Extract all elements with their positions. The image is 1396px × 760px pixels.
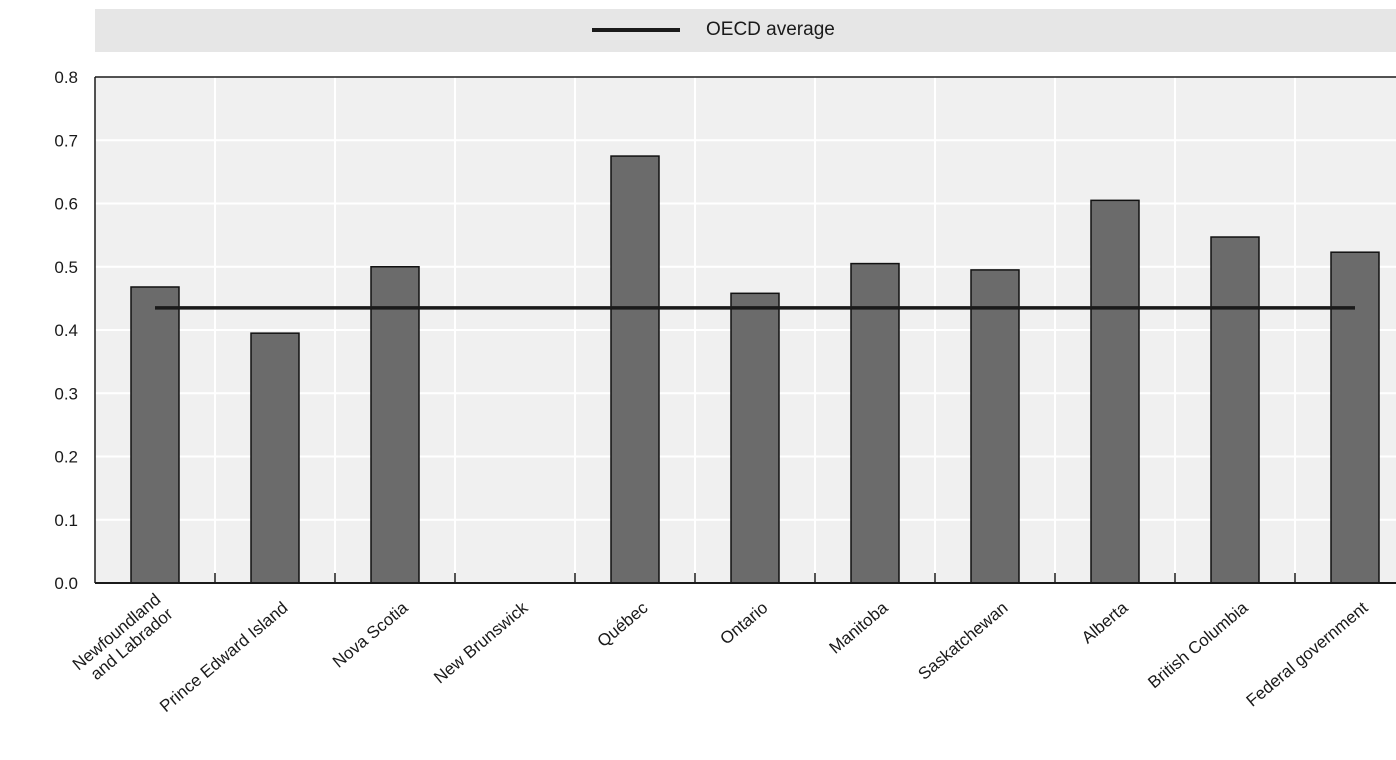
category-label: Alberta [1078,598,1132,648]
bar [130,286,180,584]
y-tick-label: 0.4 [54,321,78,340]
category-label-line: Federal government [1243,598,1372,711]
bar [250,332,300,584]
category-label: New Brunswick [430,598,532,688]
category-label: Saskatchewan [915,598,1012,684]
bar [1090,199,1140,584]
category-label: British Columbia [1144,598,1251,692]
bar [850,262,900,584]
category-label: Nova Scotia [329,598,412,672]
bar [970,269,1020,584]
y-tick-label: 0.2 [54,448,78,467]
bar [370,266,420,584]
category-label-line: Ontario [717,598,772,648]
y-tick-label: 0.1 [54,511,78,530]
bar [1210,236,1260,584]
category-label: Federal government [1243,598,1372,711]
category-label-line: Saskatchewan [915,598,1012,684]
y-tick-label: 0.7 [54,131,78,150]
bar [730,292,780,584]
legend: OECD average [95,9,1396,52]
legend-line-swatch [592,28,680,32]
category-label-line: British Columbia [1144,598,1251,692]
category-label: Ontario [717,598,772,648]
category-label-line: Québec [594,598,652,651]
category-label-line: Prince Edward Island [156,598,291,716]
y-tick-label: 0.0 [54,574,78,593]
legend-label: OECD average [706,19,835,40]
category-label-line: Alberta [1078,598,1132,648]
y-tick-label: 0.3 [54,384,78,403]
category-label-line: New Brunswick [430,598,532,688]
category-label: Québec [594,598,652,651]
bar [610,155,660,584]
category-label: Prince Edward Island [156,598,291,716]
y-tick-label: 0.8 [54,68,78,87]
bar [1330,251,1380,584]
y-tick-label: 0.5 [54,258,78,277]
category-label-line: Manitoba [826,598,892,658]
category-label: Manitoba [826,598,892,658]
y-tick-label: 0.6 [54,195,78,214]
category-label-line: Nova Scotia [329,598,412,672]
